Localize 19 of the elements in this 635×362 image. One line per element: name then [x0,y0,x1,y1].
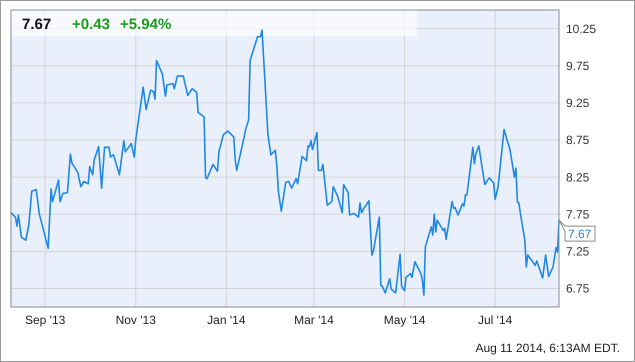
x-tick-label: Sep '13 [24,313,66,327]
annotation: 7.67 [568,227,592,242]
annotation: +0.43 [72,16,110,33]
annotation: +5.94% [120,16,172,33]
x-tick-label: Mar '14 [294,313,334,327]
y-tick-label: 10.25 [566,22,596,36]
y-tick-label: 7.25 [566,244,590,259]
x-tick-label: Nov '13 [116,313,156,327]
y-tick-label: 7.75 [566,207,590,222]
x-tick-label: May '14 [384,313,426,327]
text: Aug 11 2014, 6:13AM EDT. [475,341,620,355]
y-tick-label: 8.25 [566,170,590,184]
y-tick-label: 6.75 [566,282,590,296]
x-tick-label: Jul '14 [478,313,513,327]
x-tick-label: Jan '14 [207,313,246,327]
y-tick-label: 9.75 [566,58,590,73]
chart-title: 7.67 [22,16,52,33]
y-tick-label: 8.75 [566,133,590,148]
y-tick-label: 9.25 [566,96,590,110]
